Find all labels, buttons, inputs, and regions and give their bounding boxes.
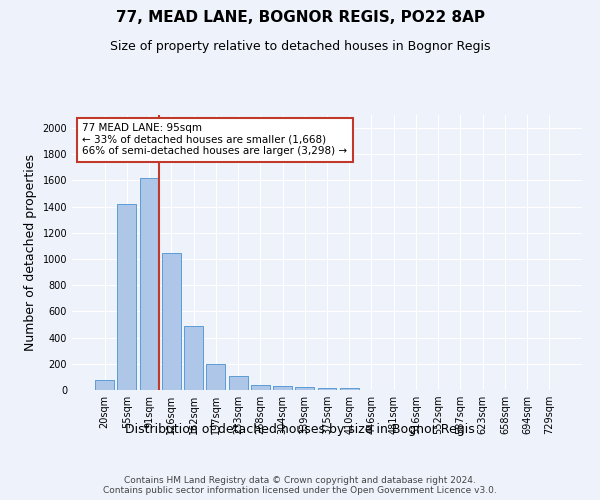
Text: 77, MEAD LANE, BOGNOR REGIS, PO22 8AP: 77, MEAD LANE, BOGNOR REGIS, PO22 8AP [115,10,485,25]
Bar [229,376,248,390]
Text: Contains HM Land Registry data © Crown copyright and database right 2024.
Contai: Contains HM Land Registry data © Crown c… [103,476,497,495]
Bar [251,385,270,390]
Bar [317,388,337,390]
Bar [184,326,203,390]
Text: Size of property relative to detached houses in Bognor Regis: Size of property relative to detached ho… [110,40,490,53]
Bar [118,204,136,390]
Bar [162,252,181,390]
Y-axis label: Number of detached properties: Number of detached properties [24,154,37,351]
Text: Distribution of detached houses by size in Bognor Regis: Distribution of detached houses by size … [125,422,475,436]
Bar [95,380,114,390]
Bar [295,387,314,390]
Bar [340,388,359,390]
Bar [140,178,158,390]
Bar [273,386,292,390]
Bar [206,364,225,390]
Text: 77 MEAD LANE: 95sqm
← 33% of detached houses are smaller (1,668)
66% of semi-det: 77 MEAD LANE: 95sqm ← 33% of detached ho… [82,123,347,156]
